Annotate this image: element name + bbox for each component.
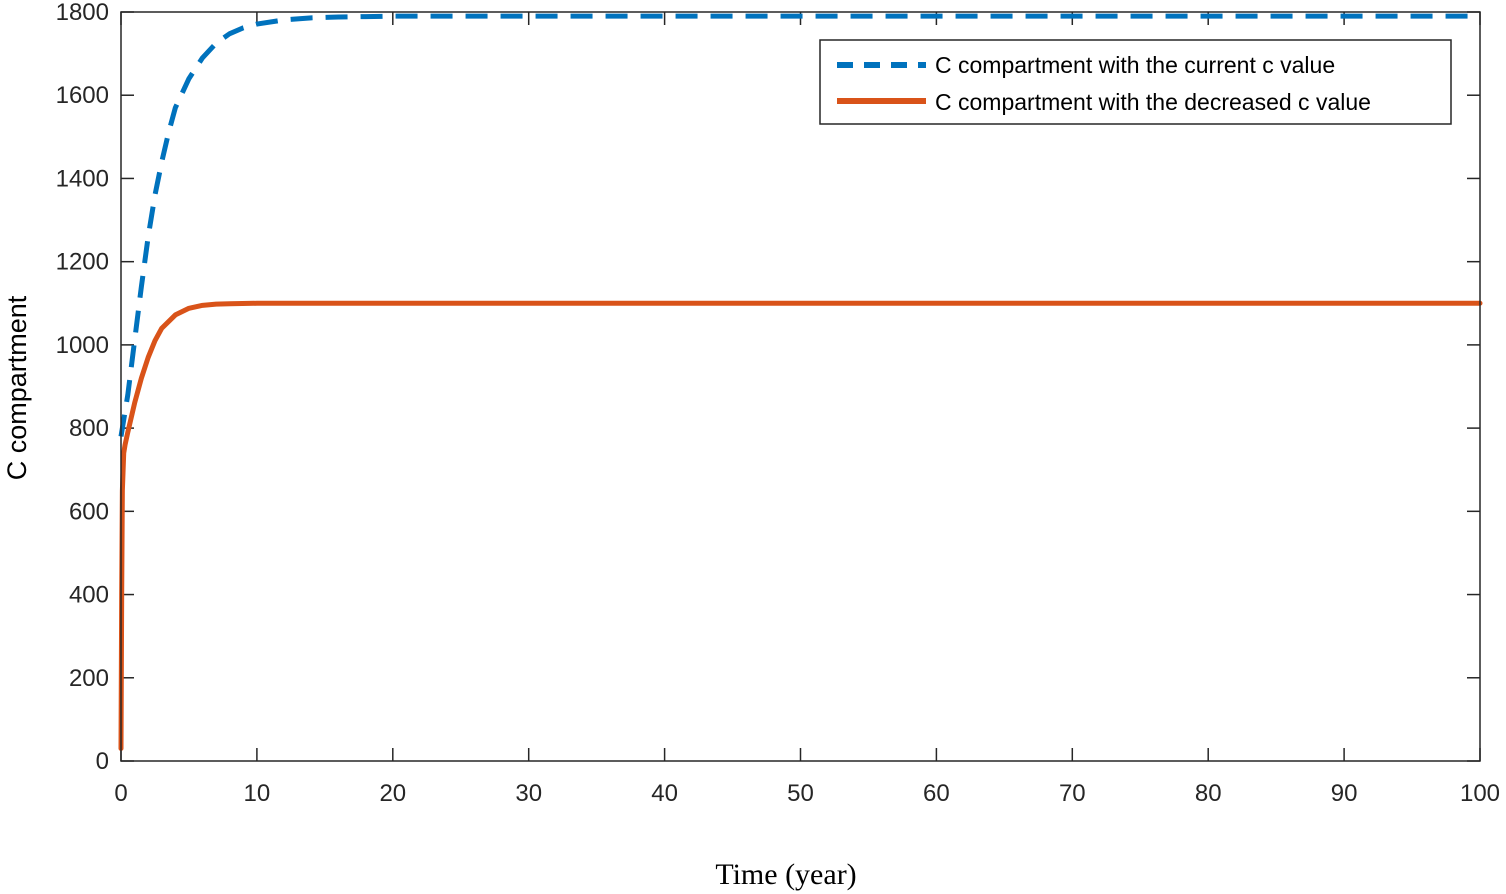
x-tick-label: 70 xyxy=(1059,780,1086,807)
x-tick-label: 60 xyxy=(923,780,950,807)
y-tick-label: 1600 xyxy=(56,82,109,109)
legend-label-current: C compartment with the current c value xyxy=(935,52,1335,78)
legend: C compartment with the current c value C… xyxy=(819,39,1452,125)
y-tick-label: 0 xyxy=(96,748,109,775)
series-line-1 xyxy=(118,300,1483,752)
series-layer xyxy=(118,13,1483,752)
x-tick-label: 80 xyxy=(1195,780,1222,807)
y-axis-label: C compartment xyxy=(2,295,32,480)
x-axis-label: Time (year) xyxy=(715,858,856,891)
y-tick-label: 200 xyxy=(69,665,109,692)
x-tick-label: 30 xyxy=(515,780,542,807)
y-tick-label: 1400 xyxy=(56,165,109,192)
series-line-0 xyxy=(118,13,1480,437)
x-tick-label: 100 xyxy=(1460,780,1500,807)
y-tick-label: 400 xyxy=(69,582,109,609)
x-tick-label: 40 xyxy=(651,780,678,807)
x-tick-label: 20 xyxy=(379,780,406,807)
y-tick-label: 800 xyxy=(69,415,109,442)
y-tick-label: 600 xyxy=(69,498,109,525)
y-tick-label: 1000 xyxy=(56,332,109,359)
legend-label-decreased: C compartment with the decreased c value xyxy=(935,89,1371,115)
y-tick-label: 1800 xyxy=(56,0,109,26)
y-tick-label: 1200 xyxy=(56,249,109,276)
x-tick-label: 10 xyxy=(244,780,271,807)
legend-box xyxy=(819,39,1452,125)
x-tick-label: 90 xyxy=(1331,780,1358,807)
x-tick-label: 0 xyxy=(114,780,127,807)
axes-frame xyxy=(120,11,1481,762)
axes-box xyxy=(120,11,1481,762)
y-axis-ticks: 0 200 400 600 800 1000 1200 1400 1600 1800 xyxy=(56,0,1480,775)
x-axis-ticks: 0 10 20 30 40 50 60 70 80 90 100 xyxy=(114,12,1500,807)
x-tick-label: 50 xyxy=(787,780,814,807)
